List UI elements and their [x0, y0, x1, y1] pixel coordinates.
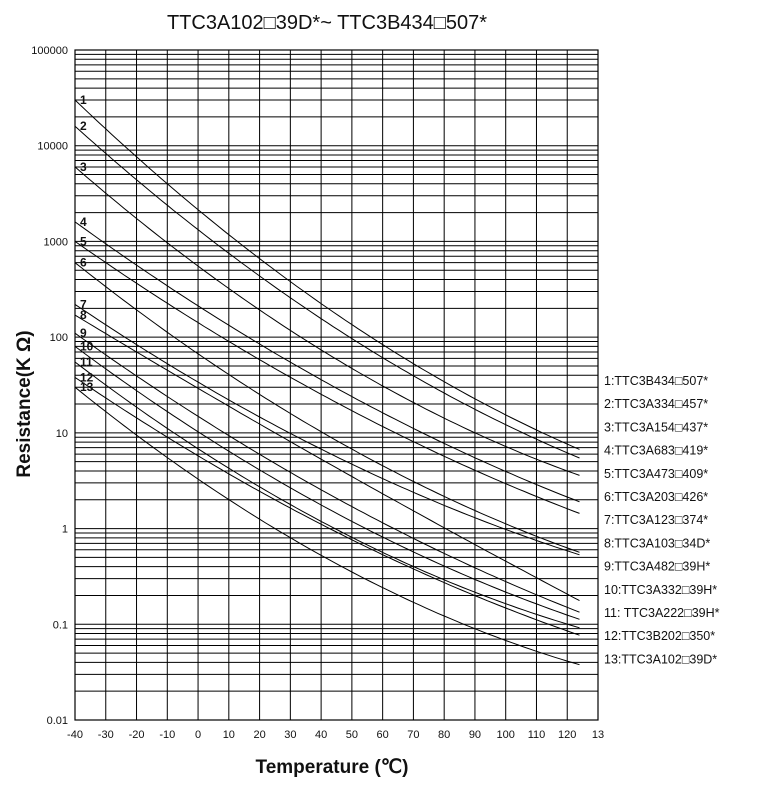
series-curve-1 [74, 99, 580, 450]
legend-entry-11: 11: TTC3A222□39H* [604, 606, 720, 620]
y-tick-label: 10000 [37, 141, 68, 153]
curve-number-8: 8 [80, 308, 87, 322]
curve-number-2: 2 [80, 119, 87, 133]
curve-number-6: 6 [80, 256, 87, 270]
curve-number-3: 3 [80, 160, 87, 174]
y-axis-label: Resistance(K Ω) [14, 330, 35, 477]
curve-number-9: 9 [80, 326, 87, 340]
series-curve-9 [74, 332, 580, 613]
y-tick-label: 10 [56, 428, 68, 440]
series-curve-13 [74, 386, 580, 666]
x-axis-label: Temperature (℃) [256, 757, 409, 778]
series-curves [74, 99, 580, 666]
curve-number-7: 7 [80, 297, 87, 311]
curve-number-10: 10 [80, 339, 94, 353]
y-tick-label: 1000 [44, 236, 68, 248]
x-tick-label: -10 [159, 729, 175, 741]
series-curve-7 [74, 303, 580, 556]
series-curve-5 [74, 240, 580, 514]
x-tick-label: -30 [98, 729, 114, 741]
chart-title: TTC3A102□39D*~ TTC3B434□507* [167, 12, 487, 34]
legend-entry-13: 13:TTC3A102□39D* [604, 652, 717, 666]
legend-entry-4: 4:TTC3A683□419* [604, 444, 708, 458]
curve-number-13: 13 [80, 380, 94, 394]
y-tick-label: 100 [50, 332, 68, 344]
curve-number-12: 12 [80, 370, 94, 384]
series-curve-4 [74, 221, 580, 503]
x-tick-label: 10 [223, 729, 235, 741]
series-curve-8 [74, 314, 580, 602]
x-tick-label: 20 [253, 729, 265, 741]
x-tick-label: 50 [346, 729, 358, 741]
legend-entry-10: 10:TTC3A332□39H* [604, 583, 717, 597]
series-curve-11 [74, 361, 580, 629]
x-tick-label: 70 [407, 729, 419, 741]
legend: 1:TTC3B434□507* 2:TTC3A334□457* 3:TTC3A154… [604, 374, 720, 666]
x-tick-label: 0 [195, 729, 201, 741]
x-tick-label: 110 [528, 729, 546, 741]
legend-entry-3: 3:TTC3A154□437* [604, 420, 708, 434]
x-tick-label: -20 [129, 729, 145, 741]
series-curve-2 [74, 125, 580, 459]
legend-entry-5: 5:TTC3A473□409* [604, 467, 708, 481]
y-tick-label: 1 [62, 524, 68, 536]
x-tick-label: 90 [469, 729, 481, 741]
x-tick-label: 80 [438, 729, 450, 741]
curve-number-5: 5 [80, 234, 87, 248]
legend-entry-9: 9:TTC3A482□39H* [604, 560, 710, 574]
x-tick-label: 60 [377, 729, 389, 741]
legend-entry-1: 1:TTC3B434□507* [604, 374, 708, 388]
series-curve-12 [74, 376, 580, 636]
x-tick-label: 120 [558, 729, 576, 741]
plot-frame [74, 49, 599, 721]
y-tick-label: 100000 [31, 45, 68, 57]
curve-number-1: 1 [80, 93, 87, 107]
x-tick-label: 30 [284, 729, 296, 741]
series-curve-6 [74, 262, 580, 553]
series-curve-10 [74, 345, 580, 620]
curve-number-11: 11 [80, 355, 93, 369]
legend-entry-2: 2:TTC3A334□457* [604, 397, 708, 411]
x-tick-label: -40 [67, 729, 83, 741]
legend-entry-12: 12:TTC3B202□350* [604, 629, 715, 643]
x-tick-label: 40 [315, 729, 327, 741]
legend-entry-6: 6:TTC3A203□426* [604, 490, 708, 504]
x-tick-label: 100 [497, 729, 515, 741]
x-tick-label: 13 [592, 729, 604, 741]
axis-ticks: -40 -30 -20 -10 0 10 20 30 40 50 60 70 80 90 100 110 120… [31, 45, 604, 741]
legend-entry-7: 7:TTC3A123□374* [604, 513, 708, 527]
y-tick-label: 0.01 [47, 715, 68, 727]
legend-entry-8: 8:TTC3A103□34D* [604, 536, 710, 550]
grid-lines [74, 49, 599, 721]
curve-number-4: 4 [80, 215, 87, 229]
series-curve-3 [74, 166, 580, 476]
y-tick-label: 0.1 [53, 619, 68, 631]
